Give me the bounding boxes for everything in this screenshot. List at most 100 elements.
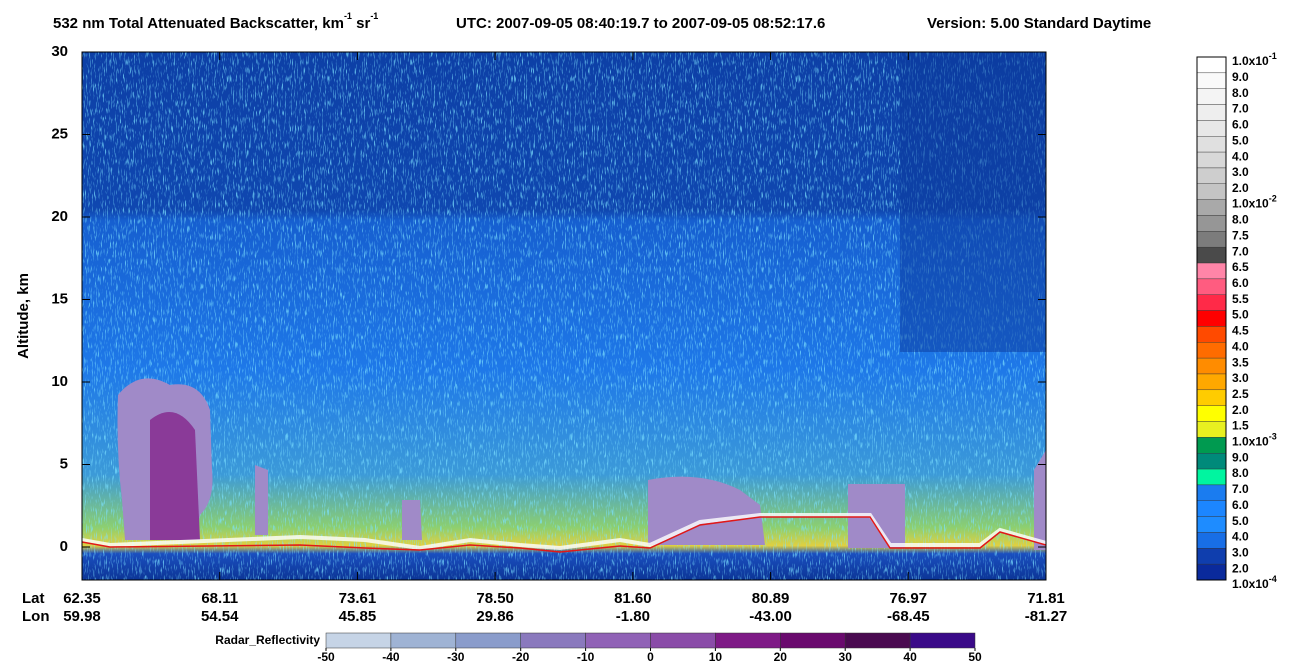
y-axis-label: Altitude, km (15, 273, 32, 359)
colorbar-segment (1196, 151, 1227, 169)
colorbar-label-base: 1.0x10 (1232, 197, 1269, 211)
colorbar-label: 3.0 (1232, 165, 1249, 179)
colorbar-segment (1196, 262, 1227, 280)
colorbar-segment (1196, 215, 1227, 232)
x-tick-label: -43.00 (749, 608, 792, 625)
title-sup: -1 (370, 11, 378, 21)
colorbar-segment (1196, 326, 1227, 343)
colorbar-label: 8.0 (1232, 213, 1249, 227)
colorbar-segment (1196, 500, 1227, 517)
radar-tick-label: -40 (382, 650, 400, 664)
title-part: 532 nm Total Attenuated Backscatter, km (53, 15, 344, 32)
radar-tick-label: -10 (577, 650, 595, 664)
colorbar-segment (1196, 563, 1227, 581)
colorbar-segment (1196, 548, 1227, 565)
colorbar-segment (1196, 453, 1227, 470)
colorbar-label: 4.0 (1232, 530, 1249, 544)
radar-tick-label: 20 (774, 650, 788, 664)
radar-segment (585, 632, 651, 649)
radar-segment (909, 632, 976, 649)
x-tick-label: 81.60 (614, 590, 652, 607)
colorbar-label: 1.0x10-4 (1232, 574, 1277, 591)
x-tick-label: 68.11 (201, 590, 238, 607)
colorbar-label-sup: -2 (1269, 194, 1277, 204)
y-tick-label: 30 (51, 43, 68, 60)
x-tick-label: 73.61 (339, 590, 377, 607)
colorbar-label-base: 1.0x10 (1232, 54, 1269, 68)
colorbar-segment (1196, 357, 1227, 375)
colorbar-label: 7.0 (1232, 482, 1249, 496)
colorbar-segment (1196, 389, 1227, 406)
y-tick-label: 10 (51, 373, 68, 390)
plot-frame (81, 51, 1047, 581)
x-tick-label: 62.35 (63, 590, 101, 607)
curtain (82, 52, 1046, 580)
colorbar-label: 3.0 (1232, 371, 1249, 385)
radar-segment (844, 632, 911, 649)
colorbar-segment (1196, 516, 1227, 533)
x-tick-label: -1.80 (616, 608, 650, 625)
colorbar-segment (1196, 421, 1227, 438)
colorbar-label: 4.5 (1232, 324, 1249, 338)
colorbar-segment (1196, 468, 1227, 486)
y-tick-label: 20 (51, 208, 68, 225)
colorbar-label: 5.0 (1232, 308, 1249, 322)
y-tick-label: 25 (51, 125, 68, 142)
y-tick-label: 0 (60, 538, 68, 555)
x-tick-label: 45.85 (339, 608, 377, 625)
colorbar-label: 7.0 (1232, 244, 1249, 258)
colorbar-label: 7.5 (1232, 229, 1249, 243)
y-tick-label: 5 (60, 455, 68, 472)
colorbar-label: 3.5 (1232, 355, 1249, 369)
radar-tick-label: -50 (317, 650, 335, 664)
colorbar-segment (1196, 310, 1227, 327)
colorbar-segment (1196, 167, 1227, 184)
colorbar-segment (1196, 88, 1227, 105)
radar-tick-label: 50 (968, 650, 982, 664)
colorbar-segment (1196, 532, 1227, 549)
colorbar-segment (1196, 104, 1227, 121)
colorbar-label: 8.0 (1232, 86, 1249, 100)
colorbar-segment (1196, 246, 1227, 264)
x-row-name: Lon (22, 608, 50, 625)
colorbar-segment (1196, 56, 1227, 74)
radar-label: Radar_Reflectivity (215, 633, 320, 647)
radar-segment (520, 632, 586, 649)
title-part: sr (352, 15, 371, 32)
title-time: UTC: 2007-09-05 08:40:19.7 to 2007-09-05… (456, 15, 825, 32)
colorbar-label: 4.0 (1232, 149, 1249, 163)
colorbar-segment (1196, 373, 1227, 391)
radar-segment (780, 632, 846, 649)
colorbar-segment (1196, 294, 1227, 311)
colorbar-label: 2.0 (1232, 403, 1249, 417)
radar-segment (715, 632, 781, 649)
colorbar-segment (1196, 183, 1227, 200)
colorbar-segment (1196, 278, 1227, 295)
radar-tick-label: 30 (839, 650, 853, 664)
radar-segment (455, 632, 521, 649)
colorbar-label-sup: -1 (1269, 51, 1277, 61)
radar-tick-label: -20 (512, 650, 530, 664)
radar-segment (325, 632, 392, 649)
colorbar-label: 5.0 (1232, 133, 1249, 147)
colorbar-label: 2.0 (1232, 561, 1249, 575)
colorbar-label: 3.0 (1232, 545, 1249, 559)
y-tick-label: 15 (51, 290, 68, 307)
colorbar-segment (1196, 231, 1227, 248)
colorbar-label: 5.0 (1232, 514, 1249, 528)
radar-tick-label: 40 (903, 650, 917, 664)
radar-segment (390, 632, 457, 649)
colorbar-segment (1196, 120, 1227, 137)
x-tick-label: 80.89 (752, 590, 790, 607)
colorbar-label: 2.0 (1232, 181, 1249, 195)
colorbar-label: 4.0 (1232, 339, 1249, 353)
colorbar-frame (1196, 56, 1227, 581)
colorbar-label: 1.0x10-1 (1232, 51, 1277, 68)
x-row-name: Lat (22, 590, 45, 607)
colorbar-label: 7.0 (1232, 102, 1249, 116)
radar-tick-label: 0 (647, 650, 654, 664)
title-sup: -1 (344, 11, 352, 21)
x-tick-label: -81.27 (1025, 608, 1068, 625)
colorbar-segment (1196, 342, 1227, 359)
colorbar-segment (1196, 405, 1227, 422)
